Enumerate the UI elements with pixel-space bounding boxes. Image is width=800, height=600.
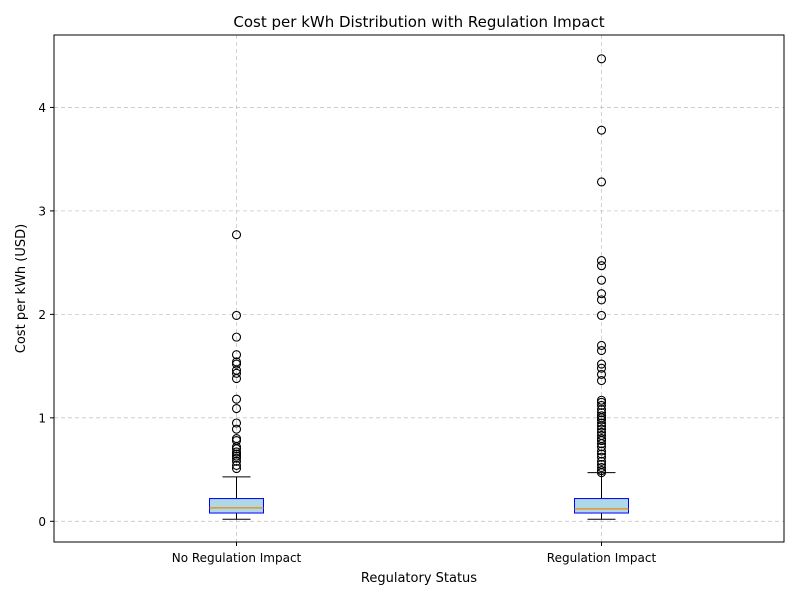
outlier-point	[596, 369, 607, 379]
outlier-point	[596, 54, 607, 64]
outlier-point	[596, 289, 607, 299]
box-group	[209, 230, 264, 520]
outlier-point	[596, 449, 607, 459]
outlier-point	[596, 430, 607, 440]
outlier-point	[231, 230, 242, 240]
outlier-point	[596, 459, 607, 469]
y-tick-label: 0	[38, 515, 46, 529]
outlier-point	[596, 424, 607, 434]
outlier-point	[596, 405, 607, 415]
x-tick-label: Regulation Impact	[547, 551, 657, 565]
outlier-point	[231, 310, 242, 320]
outlier-point	[596, 363, 607, 373]
y-tick-label: 3	[38, 204, 46, 218]
outlier-point	[231, 350, 242, 360]
y-tick-label: 1	[38, 411, 46, 425]
outlier-point	[596, 456, 607, 466]
outlier-point	[231, 418, 242, 428]
iqr-box	[574, 498, 629, 514]
plot-area-frame	[53, 34, 785, 543]
outlier-point	[231, 447, 242, 457]
x-tick-label: No Regulation Impact	[172, 551, 302, 565]
outlier-point	[231, 357, 242, 367]
box-group	[574, 54, 629, 520]
outlier-point	[596, 433, 607, 444]
outlier-point	[596, 395, 607, 405]
y-axis-label: Cost per kWh (USD)	[14, 224, 29, 353]
outlier-point	[596, 359, 607, 369]
outlier-point	[231, 460, 242, 470]
chart-title: Cost per kWh Distribution with Regulatio…	[233, 13, 604, 31]
outlier-point	[596, 261, 607, 271]
outlier-point	[596, 462, 607, 473]
outlier-point	[231, 463, 242, 474]
outlier-point	[596, 275, 607, 285]
outlier-point	[596, 346, 607, 356]
outlier-point	[231, 433, 242, 444]
y-tick-label: 2	[38, 308, 46, 322]
outlier-point	[596, 340, 607, 350]
outlier-point	[596, 310, 607, 320]
outlier-point	[596, 418, 607, 428]
iqr-box	[209, 498, 264, 514]
outlier-point	[596, 400, 607, 410]
outlier-point	[596, 452, 607, 462]
outlier-point	[231, 403, 242, 414]
outlier-point	[596, 376, 607, 386]
outlier-point	[231, 368, 242, 378]
outlier-point	[231, 424, 242, 434]
y-tick-label: 4	[38, 101, 46, 115]
outlier-point	[596, 408, 607, 418]
outlier-point	[596, 427, 607, 437]
outlier-point	[231, 456, 242, 466]
x-axis-label: Regulatory Status	[361, 571, 477, 586]
outlier-point	[596, 446, 607, 456]
outlier-point	[231, 394, 242, 404]
outlier-point	[596, 411, 607, 421]
outlier-point	[596, 466, 607, 476]
outlier-point	[596, 295, 607, 305]
outlier-point	[231, 332, 242, 342]
outlier-point	[596, 125, 607, 135]
plot-layer	[209, 54, 629, 520]
outlier-point	[596, 256, 607, 266]
axis-layer: 0 1 2 3 4 No Regulation Impact Regulation Impa…	[38, 101, 656, 565]
outlier-point	[596, 177, 607, 187]
